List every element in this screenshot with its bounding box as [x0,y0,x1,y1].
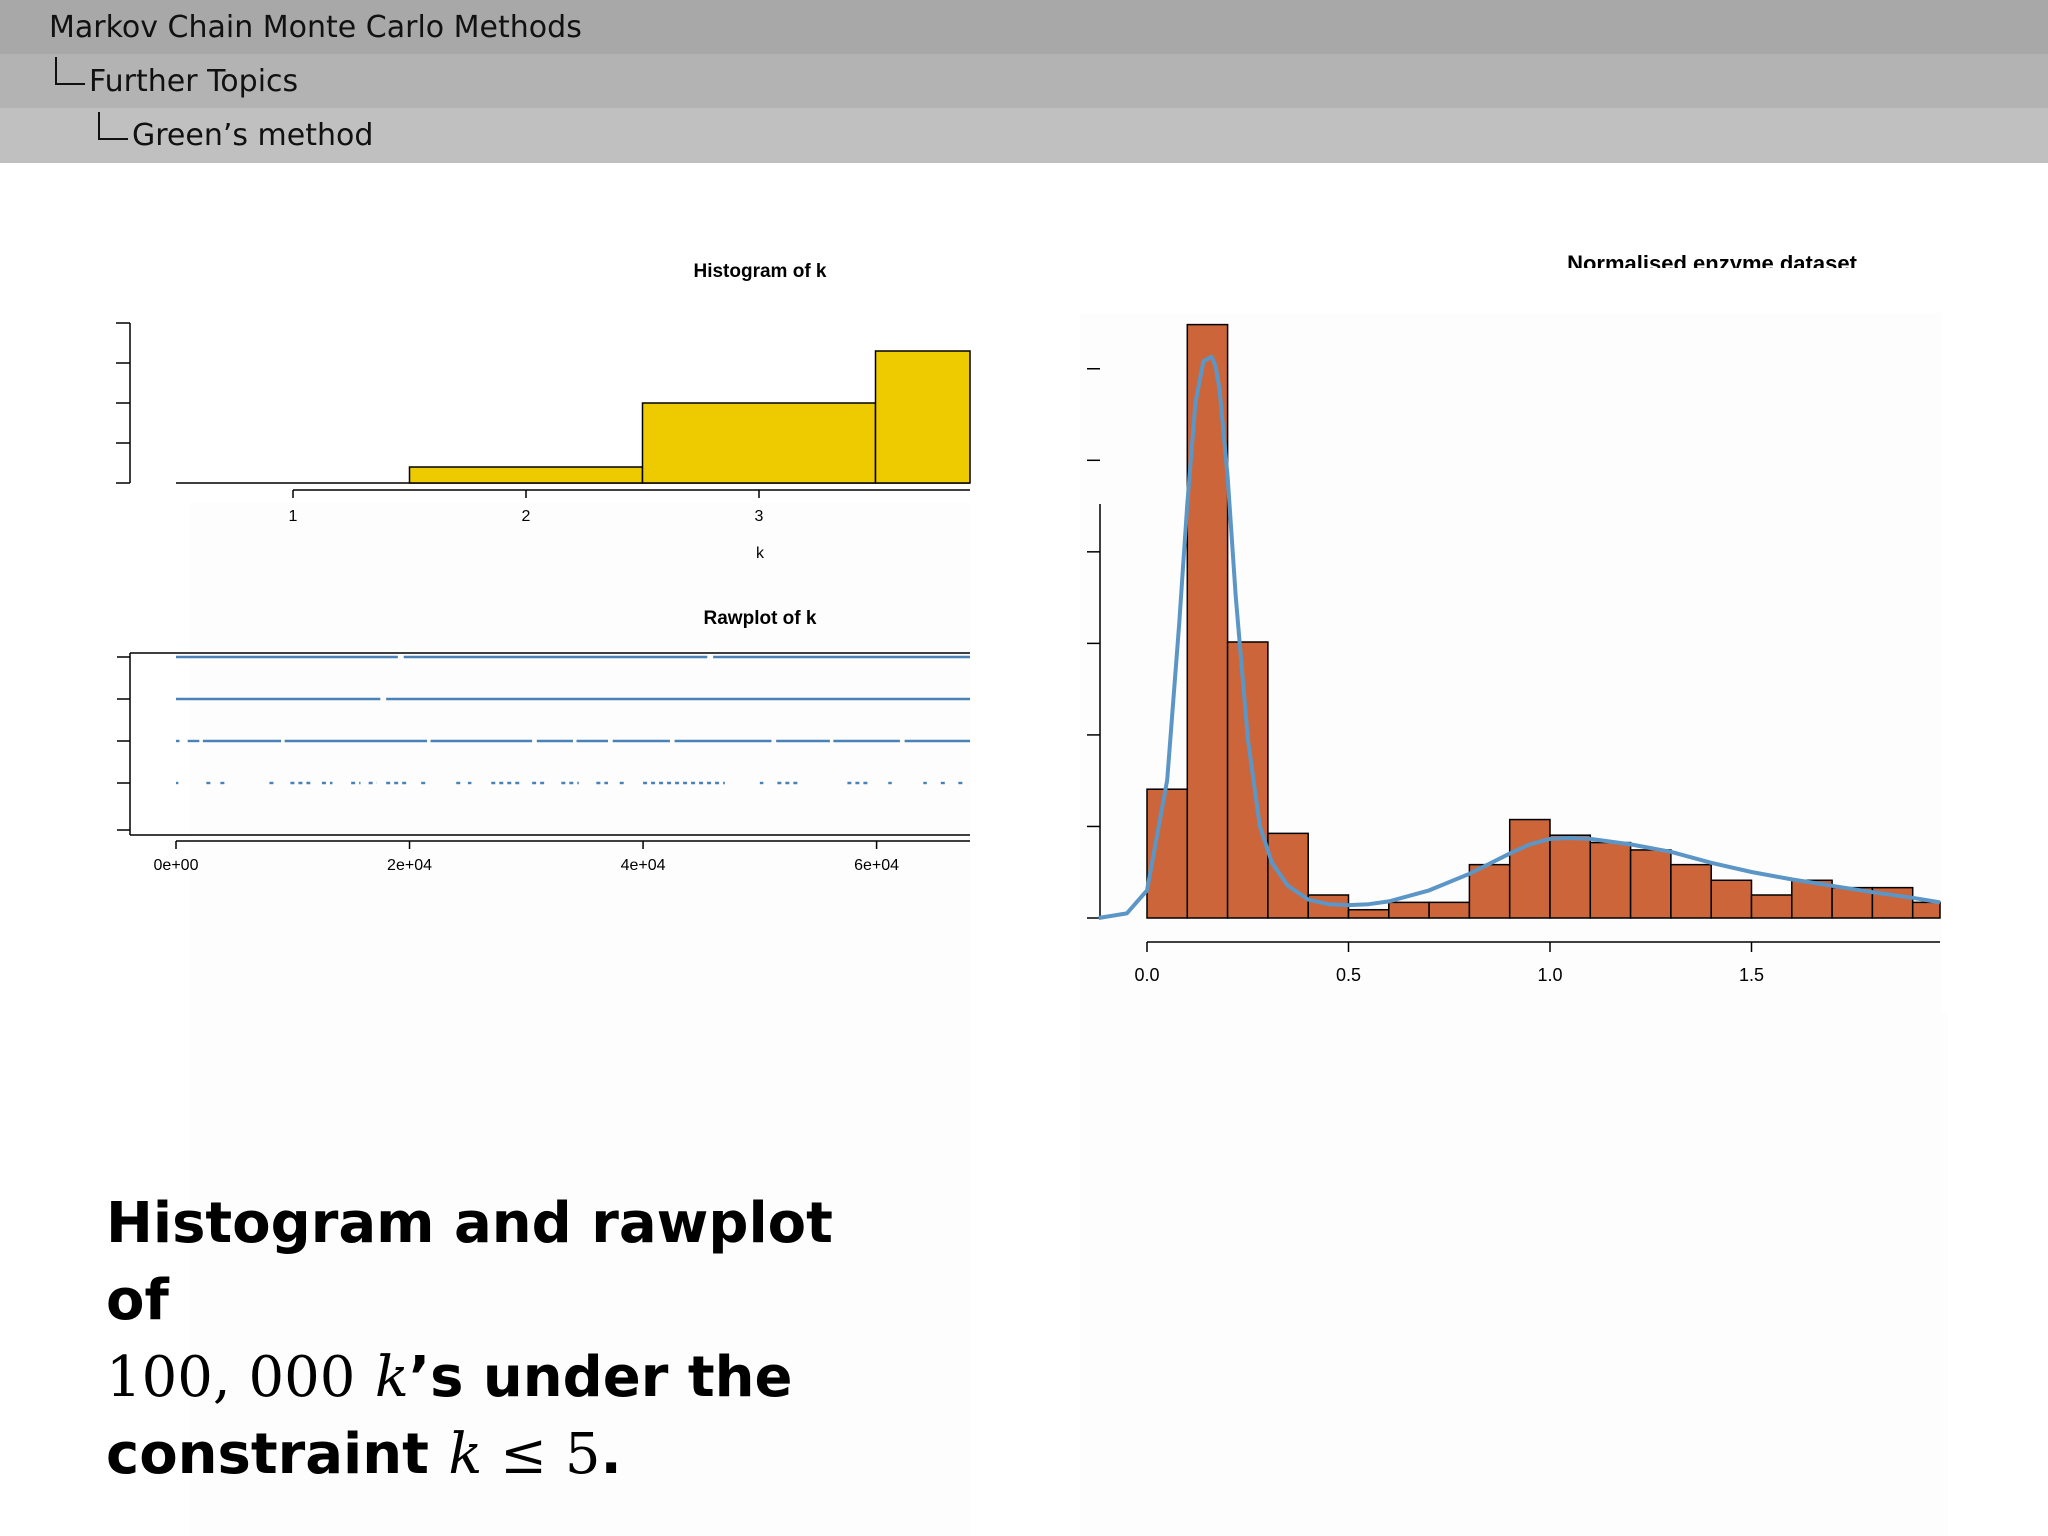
rawplot-x-axis: 0e+00 2e+04 4e+04 6e+04 [154,840,970,874]
enzyme-bar [1911,901,1941,919]
histogram-bar [641,402,877,484]
enzyme-right-crop [1941,313,2048,1013]
header-section: Markov Chain Monte Carlo Methods [0,0,2048,54]
enzyme-bars [1146,323,1941,919]
enzyme-y-axis [1087,368,1101,919]
header-subsection-text: Further Topics [89,63,299,99]
enzyme-bar [1428,901,1471,919]
caption-k-variable: k [374,1345,409,1410]
enzyme-density-curve [1098,354,1941,920]
rawplot-title: Rawplot of k [704,608,817,629]
rawplot-points [176,655,970,785]
enzyme-bar [1468,863,1511,919]
figure-panel-left [190,503,970,1536]
enzyme-x-tick-label: 0.0 [1134,965,1159,985]
enzyme-bar [1589,841,1632,919]
enzyme-bar [1388,901,1430,919]
caption-constraint-relation: ≤ 5 [500,1422,601,1487]
figure-area: Histogram of k 1 2 3 k Rawplot of k 0e+00 2… [0,163,2048,1536]
rawplot-x-tick-label: 4e+04 [621,857,666,874]
enzyme-bar [1750,894,1793,919]
histogram-y-axis [116,322,131,484]
caption-count: 100, 000 [106,1345,356,1410]
histogram-x-axis: 1 2 3 [289,489,970,525]
enzyme-x-tick-label: 1.5 [1739,965,1764,985]
tree-corner-icon [55,57,85,85]
enzyme-bar [1629,849,1672,919]
caption-constraint-word: constraint [106,1422,429,1487]
rawplot-y-axis [117,656,130,831]
figure-svg: Histogram of k 1 2 3 k Rawplot of k 0e+00 2… [116,251,2048,1536]
rawplot-x-tick-label: 0e+00 [154,857,199,874]
enzyme-bar [1549,834,1592,919]
slide-caption: Histogram and rawplot of 100, 000 k’s un… [106,1185,866,1493]
header-section-text: Markov Chain Monte Carlo Methods [49,9,582,45]
rawplot-x-tick-label: 2e+04 [387,857,432,874]
caption-constraint-k: k [448,1422,483,1487]
enzyme-x-axis: 0.0 0.5 1.0 1.5 [1134,941,1940,985]
histogram-x-tick-label: 3 [755,508,764,525]
enzyme-bar [1670,863,1712,919]
enzyme-bar [1226,641,1269,919]
histogram-title: Histogram of k [693,261,826,282]
histogram-x-tick-label: 1 [289,508,298,525]
histogram-x-label: k [756,545,765,562]
caption-period: . [600,1422,622,1487]
histogram-x-tick-label: 2 [522,508,531,525]
enzyme-bar [1347,908,1390,919]
header-subsubsection: Green’s method [0,108,2048,163]
caption-line2-tail: ’s under the [408,1345,793,1410]
histogram-bar [408,466,644,484]
enzyme-x-tick-label: 0.5 [1336,965,1361,985]
histogram-bar [874,350,971,484]
enzyme-x-tick-label: 1.0 [1537,965,1562,985]
enzyme-bar [1267,832,1309,919]
rawplot-x-tick-label: 6e+04 [854,857,899,874]
header-subsubsection-text: Green’s method [132,118,374,153]
enzyme-bar [1508,818,1551,919]
enzyme-title: Normalised enzyme dataset [1567,251,1857,276]
histogram-bars [408,350,971,484]
enzyme-title-group: Normalised enzyme dataset [1567,251,1857,276]
header-subsection: Further Topics [0,54,2048,108]
enzyme-bar [1710,879,1753,919]
tree-corner-icon [98,111,128,140]
caption-line1: Histogram and rawplot of [106,1191,833,1333]
